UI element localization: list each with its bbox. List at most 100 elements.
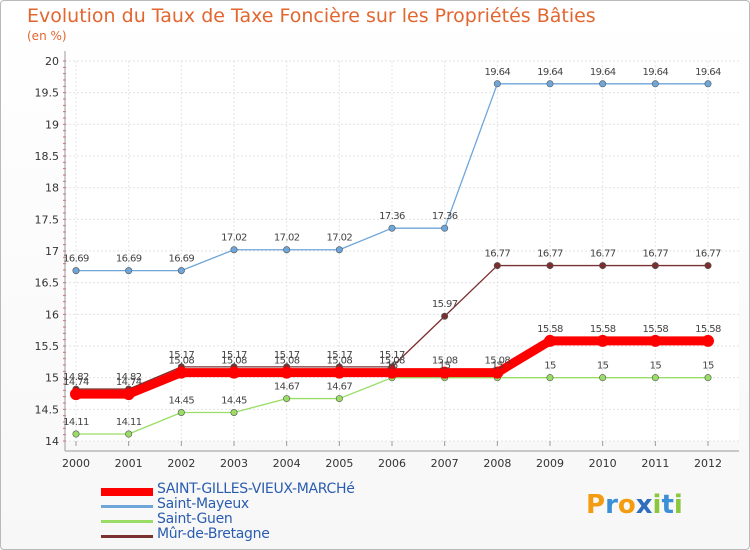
- data-label: 17.36: [432, 211, 458, 222]
- logo-letter: t: [661, 490, 674, 520]
- series-point: [599, 262, 607, 270]
- series-point: [386, 366, 398, 379]
- series-point: [704, 80, 712, 88]
- data-label: 16.69: [63, 254, 89, 265]
- logo-letter: i: [673, 490, 683, 520]
- data-label: 17.36: [379, 211, 405, 222]
- legend-swatch: [101, 505, 153, 508]
- series-point: [546, 374, 554, 382]
- chart-subtitle: (en %): [27, 29, 67, 43]
- data-label: 16.77: [590, 249, 616, 260]
- y-tick-label: 14.5: [35, 403, 60, 416]
- series-point: [438, 366, 451, 379]
- series-point: [544, 334, 556, 347]
- x-tick-label: 2010: [589, 457, 617, 470]
- series-point: [72, 267, 80, 275]
- data-label: 15.17: [379, 350, 405, 361]
- series-layer: [70, 80, 714, 438]
- x-tick-label: 2005: [325, 457, 353, 470]
- series-point: [283, 395, 291, 403]
- series-point: [599, 374, 607, 382]
- x-tick-label: 2006: [378, 457, 406, 470]
- data-label: 15.17: [327, 350, 353, 361]
- data-label: 15.58: [643, 324, 669, 335]
- series-point: [122, 388, 135, 401]
- y-tick-label: 18.5: [35, 150, 60, 163]
- data-label: 15.58: [590, 324, 616, 335]
- data-label: 16.69: [116, 254, 142, 265]
- data-label: 15.97: [432, 299, 458, 310]
- series-point: [125, 430, 133, 438]
- data-label: 19.64: [590, 67, 616, 78]
- series-point: [704, 262, 712, 270]
- axes: 14 14.5 15 15.5 16 16.5 17 17.5 18 18.5 19 19.5 20 20…: [35, 51, 739, 470]
- series-point: [546, 262, 554, 270]
- data-label: 15: [439, 361, 451, 372]
- y-tick-label: 16.5: [35, 277, 60, 290]
- y-tick-label: 17: [45, 245, 59, 258]
- legend-label: Saint-Mayeux: [157, 496, 249, 512]
- x-tick-label: 2002: [167, 457, 195, 470]
- data-label: 19.64: [485, 67, 511, 78]
- series-point: [335, 395, 343, 403]
- series-point: [441, 312, 449, 320]
- series-point: [596, 334, 609, 347]
- data-label: 16.69: [169, 254, 195, 265]
- data-label: 15.17: [221, 350, 247, 361]
- logo-letter: i: [652, 490, 662, 520]
- data-label: 14.45: [221, 396, 247, 407]
- x-tick-label: 2000: [62, 457, 90, 470]
- y-tick-label: 14: [45, 435, 59, 448]
- series-point: [651, 262, 659, 270]
- data-label: 15.08: [169, 356, 195, 367]
- legend-label: Mûr-de-Bretagne: [157, 526, 270, 542]
- series-point: [649, 334, 662, 347]
- series-point: [177, 267, 185, 275]
- legend-swatch: [101, 520, 153, 523]
- data-label: 15.08: [485, 356, 511, 367]
- x-tick-label: 2003: [220, 457, 248, 470]
- data-label: 14.74: [63, 377, 89, 388]
- data-label: 17.02: [327, 233, 353, 244]
- line-chart: 14 14.5 15 15.5 16 16.5 17 17.5 18 18.5 19 19.5 20 20…: [35, 51, 739, 470]
- series-point: [230, 246, 238, 254]
- data-label: 17.02: [274, 233, 300, 244]
- logo-letter: x: [635, 490, 653, 520]
- data-label: 15.17: [169, 350, 195, 361]
- data-label: 15.08: [327, 356, 353, 367]
- series-point: [441, 224, 449, 232]
- data-label: 15: [544, 361, 556, 372]
- data-label: 15.08: [432, 356, 458, 367]
- series-point: [599, 80, 607, 88]
- series-point: [388, 224, 396, 232]
- y-tick-label: 17.5: [35, 213, 60, 226]
- data-label: 19.64: [537, 67, 563, 78]
- series-point: [228, 366, 240, 379]
- x-tick-label: 2011: [641, 457, 669, 470]
- series-point: [702, 334, 714, 347]
- y-tick-label: 20: [45, 55, 59, 68]
- series-point: [72, 430, 80, 438]
- data-label: 14.82: [116, 372, 142, 383]
- data-label: 16.77: [537, 249, 563, 260]
- data-label: 15: [702, 361, 714, 372]
- data-label: 15.08: [274, 356, 300, 367]
- y-tick-label: 15.5: [35, 340, 60, 353]
- data-label: 16.77: [643, 249, 669, 260]
- x-tick-label: 2007: [431, 457, 459, 470]
- series-point: [651, 374, 659, 382]
- data-label: 15: [650, 361, 662, 372]
- series-point: [651, 80, 659, 88]
- logo-letter: r: [605, 490, 618, 520]
- data-label: 14.82: [63, 372, 89, 383]
- series-point: [125, 267, 133, 275]
- legend-swatch: [101, 535, 153, 538]
- y-tick-label: 18: [45, 182, 59, 195]
- x-tick-label: 2012: [694, 457, 722, 470]
- series-point: [704, 374, 712, 382]
- data-label: 15.08: [379, 356, 405, 367]
- legend-label: Saint-Guen: [157, 511, 233, 527]
- data-label: 16.77: [485, 249, 511, 260]
- series-point: [335, 246, 343, 254]
